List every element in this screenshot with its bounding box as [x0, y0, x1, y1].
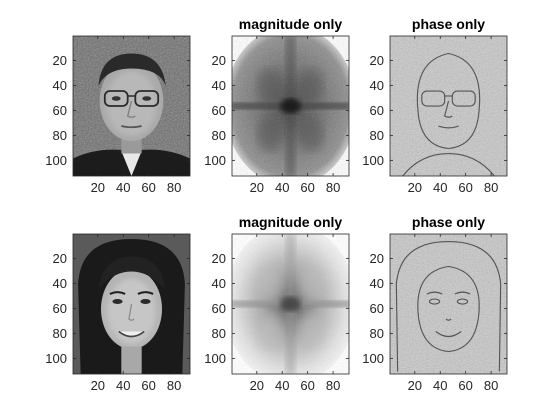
y-tick-label: 60 — [370, 301, 384, 316]
face-2-magnitude-only-image — [232, 234, 349, 374]
y-tick-label: 60 — [53, 103, 67, 118]
x-tick-label: 20 — [91, 378, 105, 393]
y-tick-label: 100 — [362, 153, 384, 168]
subplot-p21: 20 40 60 80 20 40 60 80 100 — [45, 233, 191, 393]
subplot-p13: phase only 20 40 60 80 20 40 60 80 100 — [362, 16, 508, 195]
y-tick-label: 40 — [370, 276, 384, 291]
x-tick-label: 80 — [326, 180, 340, 195]
subplot-title: magnitude only — [239, 214, 343, 230]
subplot-p11: 20 40 60 80 20 40 60 80 100 — [45, 35, 191, 195]
x-tick-label: 40 — [433, 180, 447, 195]
y-tick-label: 20 — [370, 251, 384, 266]
axes-box — [389, 35, 508, 177]
x-tick-label: 40 — [116, 378, 130, 393]
subplot-p23: phase only 20 40 60 80 20 40 60 80 100 — [362, 214, 508, 393]
y-tick-label: 40 — [370, 78, 384, 93]
x-tick-label: 20 — [91, 180, 105, 195]
panels-root: 20 40 60 80 20 40 60 80 100 magnitude only 20 40 60 8… — [45, 16, 508, 393]
subplot-p22: magnitude only 20 40 60 80 20 40 60 80 100 — [204, 214, 350, 393]
y-tick-label: 20 — [212, 251, 226, 266]
y-tick-label: 80 — [370, 128, 384, 143]
y-tick-label: 40 — [212, 78, 226, 93]
face-1-magnitude-only-image — [232, 36, 349, 176]
y-tick-label: 100 — [204, 351, 226, 366]
y-tick-label: 60 — [212, 301, 226, 316]
x-tick-label: 60 — [458, 378, 472, 393]
y-tick-label: 100 — [204, 153, 226, 168]
y-tick-label: 80 — [370, 326, 384, 341]
x-tick-label: 20 — [408, 378, 422, 393]
y-tick-label: 20 — [53, 53, 67, 68]
x-tick-label: 60 — [300, 378, 314, 393]
y-tick-label: 20 — [370, 53, 384, 68]
axes-box — [231, 35, 350, 177]
x-tick-label: 40 — [433, 378, 447, 393]
y-tick-label: 20 — [212, 53, 226, 68]
x-tick-label: 80 — [484, 378, 498, 393]
y-tick-label: 40 — [53, 78, 67, 93]
x-tick-label: 40 — [275, 180, 289, 195]
x-tick-label: 20 — [408, 180, 422, 195]
y-tick-label: 80 — [53, 326, 67, 341]
x-tick-label: 80 — [484, 180, 498, 195]
subplot-title: magnitude only — [239, 16, 343, 32]
y-tick-label: 40 — [53, 276, 67, 291]
x-tick-label: 60 — [458, 180, 472, 195]
x-tick-label: 20 — [250, 378, 264, 393]
x-tick-label: 40 — [116, 180, 130, 195]
y-tick-label: 60 — [212, 103, 226, 118]
y-tick-label: 20 — [53, 251, 67, 266]
y-tick-label: 60 — [370, 103, 384, 118]
y-tick-label: 100 — [45, 351, 67, 366]
x-tick-label: 80 — [167, 378, 181, 393]
y-tick-label: 40 — [212, 276, 226, 291]
face-2-original-image — [73, 234, 190, 374]
x-tick-label: 60 — [141, 378, 155, 393]
x-tick-label: 60 — [300, 180, 314, 195]
y-tick-label: 100 — [362, 351, 384, 366]
axes-box — [72, 35, 191, 177]
y-tick-label: 60 — [53, 301, 67, 316]
x-tick-label: 20 — [250, 180, 264, 195]
face-2-phase-only-image — [390, 234, 507, 374]
subplot-title: phase only — [412, 214, 485, 230]
y-tick-label: 80 — [212, 128, 226, 143]
x-tick-label: 60 — [141, 180, 155, 195]
y-tick-label: 100 — [45, 153, 67, 168]
x-tick-label: 40 — [275, 378, 289, 393]
x-tick-label: 80 — [326, 378, 340, 393]
y-tick-label: 80 — [212, 326, 226, 341]
y-tick-label: 80 — [53, 128, 67, 143]
face-1-original-image — [73, 36, 190, 176]
axes-box — [231, 233, 350, 375]
axes-box — [72, 233, 191, 375]
subplot-title: phase only — [412, 16, 485, 32]
x-tick-label: 80 — [167, 180, 181, 195]
axes-box — [389, 233, 508, 375]
face-1-phase-only-image — [390, 36, 507, 176]
subplot-p12: magnitude only 20 40 60 80 20 40 60 80 100 — [204, 16, 350, 195]
